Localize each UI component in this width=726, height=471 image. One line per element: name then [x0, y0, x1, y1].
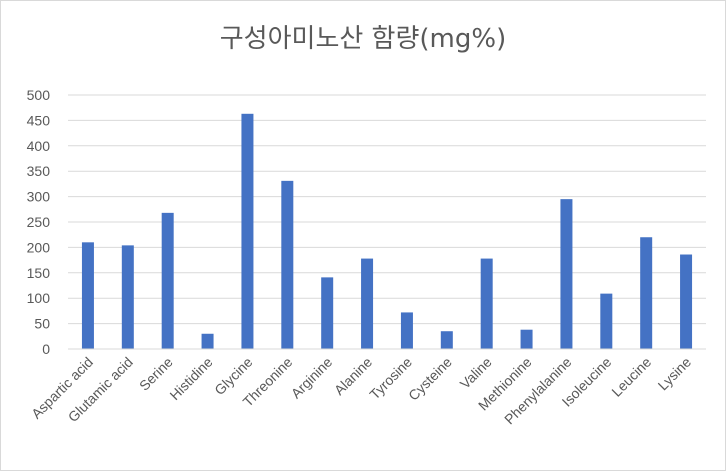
bar-glycine [241, 113, 254, 350]
x-tick-label: Leucine [608, 354, 654, 400]
y-tick-label: 350 [27, 163, 51, 179]
y-tick-label: 250 [27, 214, 51, 230]
y-tick-label: 100 [27, 290, 51, 306]
y-tick-label: 200 [27, 239, 51, 255]
bar-methionine [520, 329, 533, 349]
y-tick-label: 400 [27, 138, 51, 154]
bar-cysteine [440, 331, 453, 349]
x-tick-label: Arginine [288, 354, 336, 402]
bars [81, 113, 693, 350]
bar-lysine [680, 254, 693, 349]
x-tick-label: Histidine [166, 354, 215, 403]
x-tick-label: Lysine [655, 354, 695, 394]
bar-leucine [640, 237, 653, 349]
x-tick-label: Valine [457, 354, 495, 392]
bar-glutamic-acid [121, 245, 134, 349]
bar-serine [161, 212, 174, 349]
gridlines [68, 94, 706, 325]
bar-isoleucine [600, 293, 613, 349]
bar-arginine [321, 277, 334, 349]
y-tick-label: 150 [27, 265, 51, 281]
y-tick-label: 300 [27, 189, 51, 205]
y-tick-label: 500 [27, 87, 51, 103]
y-tick-label: 50 [34, 316, 50, 332]
bar-threonine [281, 180, 294, 349]
x-tick-label: Cysteine [405, 354, 455, 404]
bar-valine [480, 258, 493, 349]
y-tick-label: 450 [27, 112, 51, 128]
bar-tyrosine [400, 312, 413, 349]
bar-phenylalanine [560, 199, 573, 349]
bar-alanine [361, 258, 374, 349]
bar-histidine [201, 333, 214, 349]
y-axis-tick-labels: 0 50 100 150 200 250 300 350 400 450 500 [27, 87, 51, 357]
y-tick-label: 0 [42, 341, 50, 357]
chart-title: 구성아미노산 함량(mg%) [219, 24, 507, 54]
bar-aspartic-acid [81, 242, 94, 349]
